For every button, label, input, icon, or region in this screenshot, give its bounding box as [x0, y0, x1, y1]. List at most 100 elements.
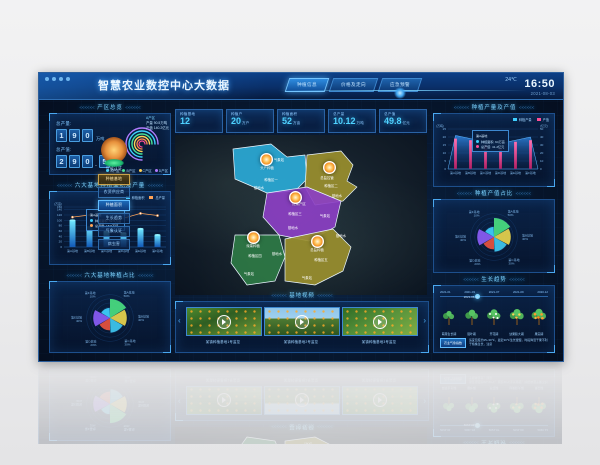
map-pin-region-5[interactable]	[311, 235, 324, 248]
play-icon[interactable]	[217, 393, 231, 408]
timeline-current-date: 2021-06-18	[463, 295, 479, 299]
small-fruit-tree-icon	[509, 309, 524, 325]
title-deco-left: <<<<<<	[56, 183, 73, 188]
timeline-date: 2021-07	[488, 290, 500, 294]
svg-text:30: 30	[540, 143, 544, 147]
growth-stage[interactable]: 开花期	[484, 308, 504, 336]
title-deco-left: <<<<<<	[79, 105, 95, 110]
growth-stage[interactable]: 展叶期	[462, 386, 482, 414]
growth-stage[interactable]: 萌芽生长期	[439, 386, 459, 414]
panel-title-video: <<<<<< 基地视频 <<<<<<	[176, 291, 428, 299]
map-region-5[interactable]	[284, 436, 352, 444]
video-item[interactable]: 某镇种植基地1号监控	[186, 378, 262, 415]
map-side-menu[interactable]: 气候认证 种植基地 农资供应商 种植面积 生长趋势 气象认证 病虫害	[97, 137, 131, 250]
flower-tree-icon	[487, 397, 501, 413]
growth-stage[interactable]: 幼果膨大期	[507, 386, 527, 414]
play-icon[interactable]	[295, 314, 309, 329]
window-controls[interactable]	[45, 77, 70, 81]
sapling-icon	[443, 397, 455, 412]
map-menu-planting-base[interactable]: 种植基地	[98, 174, 130, 185]
video-thumbnail[interactable]	[186, 386, 262, 415]
video-item[interactable]: 某镇种植基地2号监控	[264, 307, 340, 344]
growth-stage[interactable]: 果实期	[529, 386, 549, 414]
stage-label: 幼果膨大期	[509, 332, 524, 336]
video-prev-arrow-icon[interactable]: ‹	[178, 397, 181, 406]
map-region-4[interactable]	[230, 234, 286, 286]
video-item[interactable]: 某镇种植基地2号监控	[264, 378, 340, 415]
svg-text:10%: 10%	[90, 294, 96, 298]
map-regions[interactable]: 头产种植 种植区一 气象站 基地水 总监控管 种植区二 基地水 红果产区 种植区…	[175, 427, 427, 444]
growth-stages: 萌芽生长期 展叶期 开花期	[439, 308, 549, 336]
growth-stage[interactable]: 开花期	[484, 386, 504, 414]
svg-text:40: 40	[540, 135, 544, 139]
stat-card-output: 总产量 10.12万吨	[328, 109, 376, 133]
play-icon[interactable]	[373, 314, 387, 329]
timeline-track[interactable]	[440, 423, 548, 428]
map-menu-weather-cert[interactable]: 气象认证	[98, 226, 130, 237]
play-icon[interactable]	[373, 393, 387, 408]
weather-index-button[interactable]: 农业气象指数	[440, 374, 467, 384]
growth-stage[interactable]: 果实期	[529, 308, 549, 336]
map-pin-region-1[interactable]	[260, 153, 273, 166]
growth-stage[interactable]: 萌芽生长期	[439, 308, 459, 336]
growth-stage[interactable]: 展叶期	[462, 308, 482, 336]
video-item[interactable]: 某镇种植基地3号监控	[342, 307, 418, 344]
stat-value: 20	[231, 116, 242, 126]
svg-text:10%: 10%	[474, 213, 480, 217]
growth-timeline[interactable]: 2021-01 2021-03 2021-07 2021-09 2020-12 …	[440, 290, 548, 299]
video-thumbnail[interactable]	[186, 307, 262, 336]
svg-text:第D基地: 第D基地	[495, 170, 506, 175]
video-caption: 某镇种植基地2号监控	[283, 340, 319, 344]
play-icon[interactable]	[295, 393, 309, 408]
map-regions[interactable]: 头产种植 种植区一 气象站 基地水 总监控管 种植区二 基地水 红果产区 种植区…	[175, 135, 427, 295]
clock-date: 2021-08-03	[530, 91, 555, 96]
timeline-slider-handle[interactable]	[474, 294, 480, 299]
svg-text:第D基地: 第D基地	[85, 379, 96, 384]
panel-title-area: <<<<<< 种植产量及产值 <<<<<<	[434, 103, 554, 111]
map-menu-pest[interactable]: 病虫害	[98, 239, 130, 250]
window-reflection: 智慧农业数控中心大数据 种植信息 价格及走向 应急预警 24℃ 16:50 20…	[38, 362, 562, 444]
growth-stage[interactable]: 幼果膨大期	[507, 308, 527, 336]
video-prev-arrow-icon[interactable]: ‹	[178, 316, 181, 325]
timeline-track[interactable]	[440, 294, 548, 299]
map-menu-planting-area[interactable]: 种植面积	[98, 200, 130, 211]
title-text: 六大基地种植占比	[84, 273, 136, 279]
map-pin-region-3[interactable]	[289, 191, 302, 204]
map-menu-supplier[interactable]: 农资供应商	[98, 187, 130, 198]
map-pin-region-2[interactable]	[323, 161, 336, 174]
growth-stages: 萌芽生长期 展叶期 开花期	[439, 386, 549, 414]
svg-text:0: 0	[60, 245, 62, 249]
video-thumbnail[interactable]	[264, 386, 340, 415]
video-thumbnail[interactable]	[342, 386, 418, 415]
map-label-station-1: 气象站	[274, 157, 285, 162]
stat-unit: 万亩	[293, 121, 301, 125]
map-region-1[interactable]	[232, 143, 308, 194]
map-pin-region-4[interactable]	[247, 231, 260, 244]
map-container[interactable]: 头产种植 种植区一 气象站 基地水 总监控管 种植区二 基地水 红果产区 种植区…	[98, 135, 427, 295]
video-item[interactable]: 某镇种植基地3号监控	[342, 378, 418, 415]
growth-timeline[interactable]: 2021-01 2021-03 2021-07 2021-09 2020-12 …	[440, 423, 548, 432]
play-icon[interactable]	[217, 314, 231, 329]
video-next-arrow-icon[interactable]: ›	[423, 316, 426, 325]
title-deco-right: <<<<<<	[317, 293, 333, 298]
video-next-arrow-icon[interactable]: ›	[423, 397, 426, 406]
svg-text:140: 140	[57, 208, 62, 212]
timeline-date: 2021-01	[440, 290, 451, 294]
stage-label: 幼果膨大期	[509, 386, 524, 390]
svg-text:(亿元): (亿元)	[540, 123, 548, 128]
video-thumbnail[interactable]	[264, 307, 340, 336]
svg-text:第E基地: 第E基地	[135, 248, 146, 253]
map-menu-growth-trend[interactable]: 生长趋势	[98, 213, 130, 224]
weather-index-button[interactable]: 农业气象指数	[440, 338, 467, 348]
dashboard-window: 智慧农业数控中心大数据 种植信息 价格及走向 应急预警 24℃ 16:50 20…	[38, 362, 562, 444]
tooltip-title: 第A基地	[90, 213, 102, 217]
svg-text:60: 60	[59, 229, 63, 233]
map-region-5[interactable]	[284, 228, 352, 286]
map-container[interactable]: 头产种植 种植区一 气象站 基地水 总监控管 种植区二 基地水 红果产区 种植区…	[175, 427, 427, 444]
stage-label: 展叶期	[467, 332, 476, 336]
map-region-4[interactable]	[230, 436, 286, 444]
svg-text:30%: 30%	[508, 261, 514, 265]
video-thumbnail[interactable]	[342, 307, 418, 336]
video-item[interactable]: 某镇种植基地1号监控	[186, 307, 262, 344]
